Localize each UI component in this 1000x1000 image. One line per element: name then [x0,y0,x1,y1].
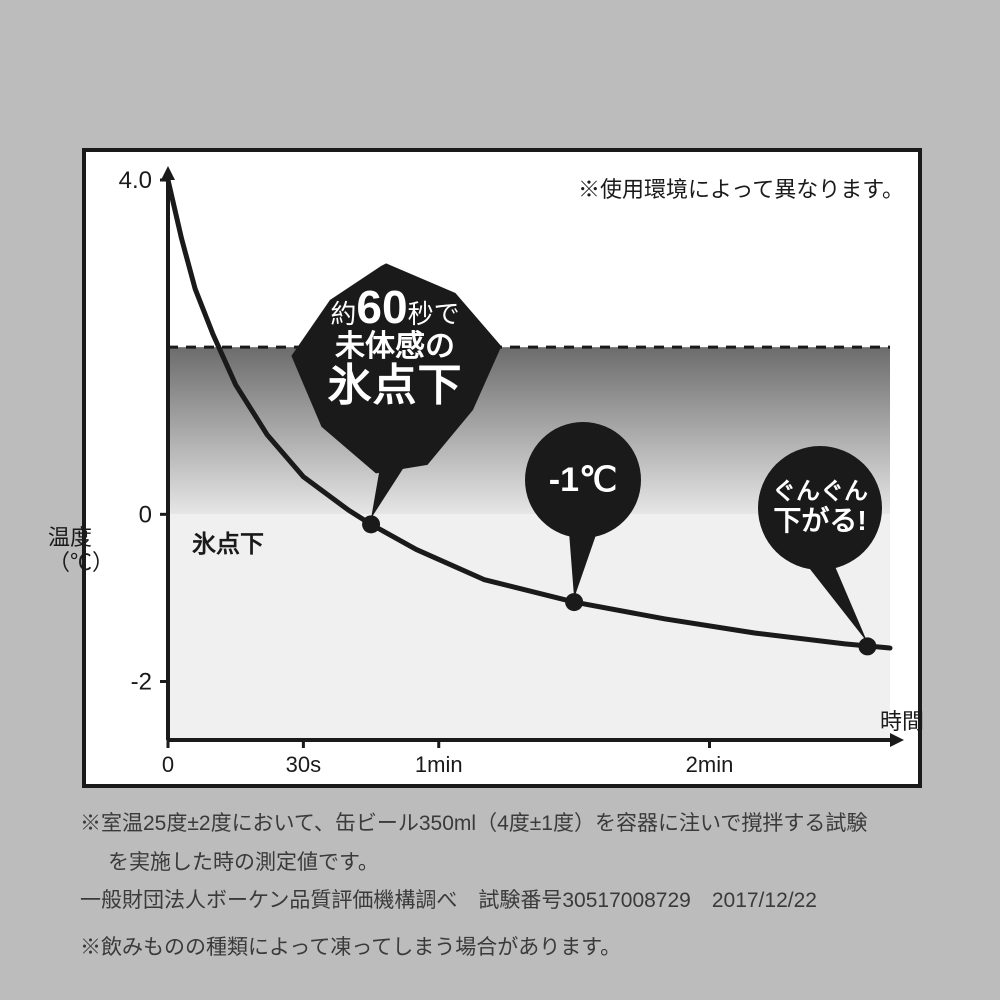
footer-note-3: ※飲みものの種類によって凍ってしまう場合があります。 [80,932,920,965]
x-axis-label: 時間 [880,704,924,736]
callout-temp: -1℃ [525,422,641,538]
svg-text:4.0: 4.0 [119,167,152,194]
note-top: ※使用環境によって異なります。 [578,172,904,204]
footer-note-1b: を実施した時の測定値です。 [80,847,920,880]
freezing-label: 氷点下 [192,524,264,559]
svg-text:-2: -2 [131,668,152,695]
svg-text:0: 0 [162,752,174,777]
svg-text:1min: 1min [415,752,463,777]
footer-notes: ※室温25度±2度において、缶ビール350ml（4度±1度）を容器に注いで撹拌す… [80,808,920,970]
callout-main: 約60秒で未体感の氷点下 [295,283,495,409]
footer-note-1: ※室温25度±2度において、缶ビール350ml（4度±1度）を容器に注いで撹拌す… [80,808,920,841]
y-axis-label: 温度（℃） [48,526,114,574]
svg-text:2min: 2min [686,752,734,777]
callout-down: ぐんぐん下がる! [758,446,882,570]
svg-text:30s: 30s [286,752,321,777]
footer-note-2: 一般財団法人ボーケン品質評価機構調べ 試験番号30517008729 2017/… [80,885,920,918]
svg-text:0: 0 [139,501,152,528]
